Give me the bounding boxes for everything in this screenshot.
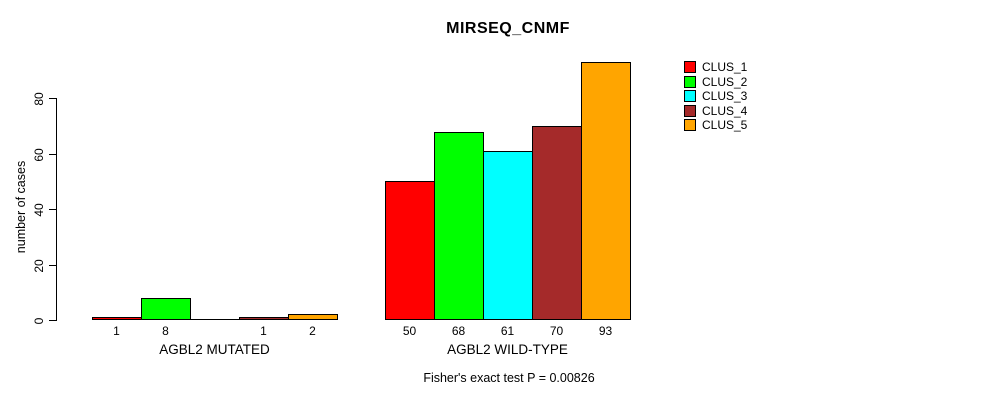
- bar-value-label: 68: [451, 324, 466, 338]
- group-label: AGBL2 WILD-TYPE: [447, 342, 568, 357]
- legend-label: CLUS_4: [702, 103, 748, 118]
- bar: [581, 62, 631, 320]
- y-tick: [49, 154, 56, 155]
- y-tick: [49, 98, 56, 99]
- bar: [190, 319, 240, 320]
- y-tick-label: 40: [32, 202, 46, 217]
- legend: CLUS_1 CLUS_2 CLUS_3 CLUS_4 CLUS_5: [684, 60, 747, 133]
- bar-value-label: 70: [549, 324, 564, 338]
- y-tick: [49, 209, 56, 210]
- y-axis-line: [56, 98, 57, 321]
- y-tick-label: 20: [32, 258, 46, 273]
- legend-swatch: [684, 61, 696, 74]
- group-label: AGBL2 MUTATED: [159, 342, 270, 357]
- legend-label: CLUS_2: [702, 74, 748, 89]
- bar-value-label: 50: [402, 324, 417, 338]
- bar-value-label: 61: [500, 324, 515, 338]
- legend-swatch: [684, 75, 696, 88]
- legend-label: CLUS_1: [702, 60, 748, 75]
- legend-swatch: [684, 104, 696, 117]
- legend-label: CLUS_5: [702, 118, 748, 133]
- y-tick: [49, 320, 56, 321]
- bar: [239, 317, 289, 320]
- bar-value-label: 1: [113, 324, 120, 338]
- y-tick-label: 60: [32, 147, 46, 162]
- legend-label: CLUS_3: [702, 89, 748, 104]
- bar: [483, 151, 533, 320]
- bar-value-label: 8: [162, 324, 169, 338]
- legend-item: CLUS_3: [684, 89, 747, 104]
- bar-value-label: 1: [260, 324, 267, 338]
- bar: [532, 126, 582, 320]
- bar: [385, 181, 435, 320]
- y-tick-label: 0: [32, 317, 46, 324]
- bar-value-label: 2: [309, 324, 316, 338]
- y-tick: [49, 265, 56, 266]
- bar: [92, 317, 142, 320]
- y-tick-label: 80: [32, 91, 46, 106]
- chart-title: MIRSEQ_CNMF: [446, 20, 570, 37]
- legend-item: CLUS_2: [684, 75, 747, 90]
- legend-item: CLUS_5: [684, 118, 747, 133]
- y-axis-title: number of cases: [14, 160, 28, 254]
- bar: [434, 132, 484, 320]
- legend-item: CLUS_1: [684, 60, 747, 75]
- legend-swatch: [684, 119, 696, 132]
- bar: [288, 314, 338, 320]
- legend-item: CLUS_4: [684, 104, 747, 119]
- legend-swatch: [684, 90, 696, 103]
- bar-value-label: 93: [598, 324, 613, 338]
- bar: [141, 298, 191, 320]
- annotation-text: Fisher's exact test P = 0.00826: [423, 371, 595, 385]
